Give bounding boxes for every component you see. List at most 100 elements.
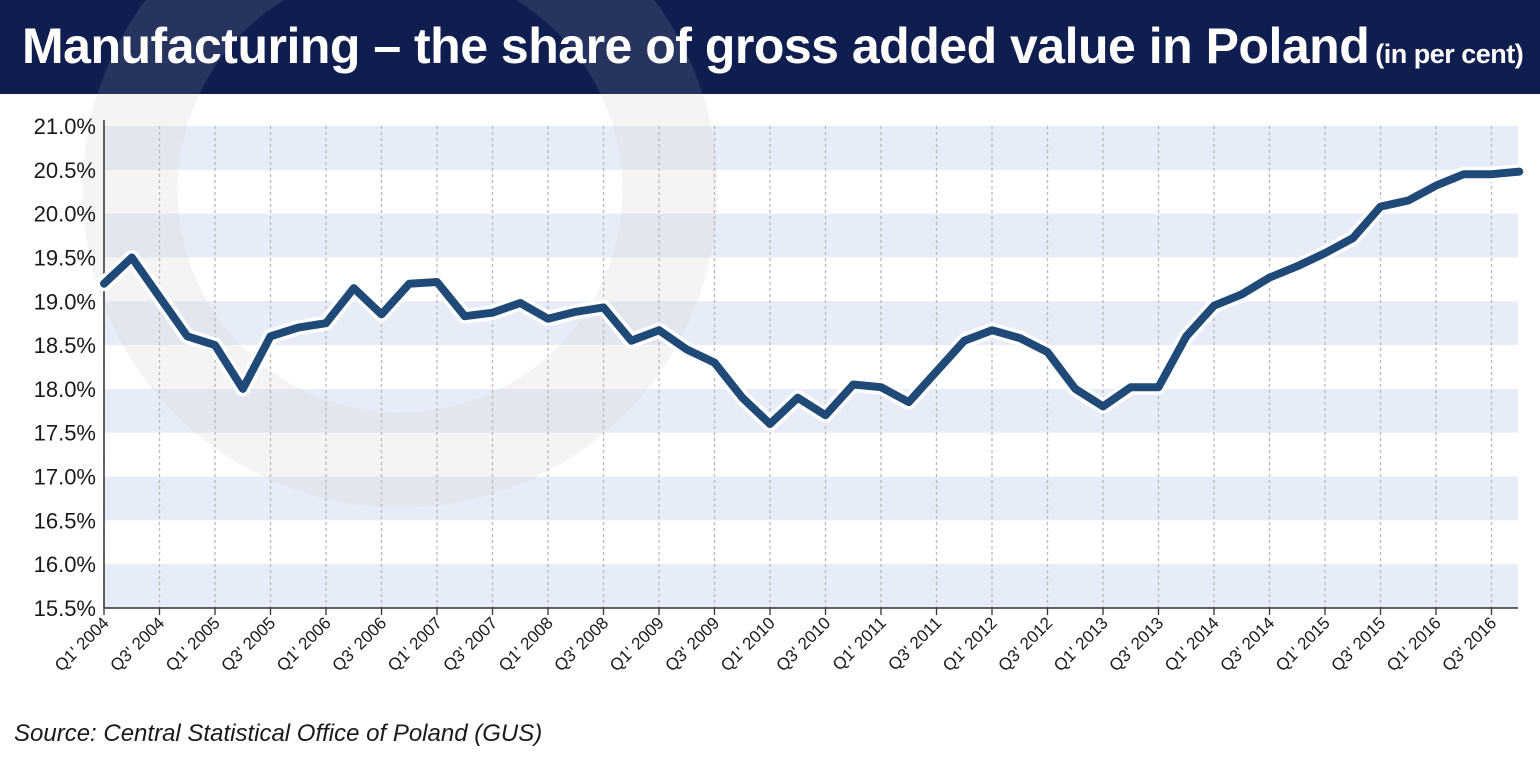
x-tick-label: Q3' 2010	[772, 613, 834, 675]
data-point	[683, 345, 691, 354]
data-point	[766, 420, 774, 428]
data-point	[350, 284, 358, 292]
line-chart: 15.5% 16.0% 16.5% 17.0% 17.5% 18.0% 18.5% 19.0%…	[34, 94, 1527, 675]
background-watermark	[82, 94, 718, 508]
data-point	[738, 394, 746, 402]
x-tick-label: Q3' 2016	[1438, 613, 1500, 675]
data-point	[710, 359, 719, 367]
y-tick-label: 18.0%	[34, 377, 96, 402]
data-point	[1210, 302, 1218, 310]
data-point	[183, 332, 191, 340]
x-tick-label: Q1' 2014	[1161, 613, 1223, 675]
x-tick-label: Q3' 2005	[217, 613, 279, 675]
x-tick-label: Q3' 2007	[439, 613, 501, 675]
y-tick-label: 19.0%	[34, 289, 96, 314]
y-tick-label: 19.5%	[34, 245, 96, 270]
y-tick-label: 16.0%	[34, 552, 96, 577]
x-tick-label: Q3' 2006	[328, 613, 390, 675]
data-point	[488, 309, 497, 317]
data-point	[627, 337, 635, 345]
data-point	[405, 280, 413, 288]
series-line-halo	[96, 164, 1527, 432]
data-point	[1099, 402, 1107, 411]
x-tick-label: Q1' 2005	[162, 613, 224, 675]
background-bands	[104, 126, 1518, 608]
data-point	[1321, 249, 1329, 257]
data-point	[599, 303, 608, 312]
y-tick-label: 20.5%	[34, 158, 96, 183]
data-point	[322, 319, 330, 327]
data-point	[1376, 203, 1385, 211]
title-bar: Manufacturing – the share of gross added…	[0, 0, 1540, 94]
data-point	[655, 326, 663, 334]
data-point	[932, 367, 941, 375]
data-point	[1460, 170, 1468, 178]
data-point	[794, 394, 802, 402]
chart-title-unit: (in per cent)	[1375, 39, 1524, 69]
data-point	[461, 312, 469, 320]
x-tick-label: Q3' 2013	[1105, 613, 1167, 675]
data-point	[1349, 234, 1357, 242]
data-point	[1265, 274, 1274, 282]
x-tick-label: Q1' 2011	[829, 613, 890, 674]
x-tick-label: Q3' 2012	[994, 613, 1056, 675]
x-tick-label: Q1' 2008	[495, 613, 557, 675]
chart-title-main: Manufacturing – the share of gross added…	[22, 18, 1370, 74]
series-points	[100, 167, 1523, 428]
data-point	[294, 323, 302, 332]
x-tick-label: Q3' 2008	[550, 613, 612, 675]
data-point	[377, 310, 386, 319]
data-point	[572, 308, 580, 316]
x-tick-label: Q3' 2011	[884, 613, 945, 674]
x-tick-label: Q1' 2012	[939, 613, 1001, 675]
y-tick-label: 18.5%	[34, 333, 96, 358]
x-tick-label: Q1' 2007	[384, 613, 446, 675]
data-point	[100, 280, 108, 288]
x-tick-label: Q3' 2014	[1216, 613, 1278, 675]
data-point	[544, 315, 552, 323]
data-point	[1293, 262, 1301, 270]
y-tick-label: 21.0%	[34, 114, 96, 139]
data-point	[960, 337, 968, 345]
data-point	[988, 326, 996, 334]
data-point	[211, 341, 219, 349]
x-tick-label: Q1' 2004	[51, 613, 113, 675]
data-point	[1016, 334, 1024, 342]
data-point	[1404, 196, 1412, 205]
gridband	[104, 126, 1518, 170]
data-point	[1432, 181, 1440, 190]
data-point	[1515, 167, 1523, 176]
data-point	[1127, 383, 1135, 391]
data-point	[1487, 170, 1496, 178]
data-point	[1238, 290, 1246, 298]
y-tick-label: 16.5%	[34, 508, 96, 533]
data-point	[1182, 332, 1190, 340]
y-tick-label: 17.0%	[34, 465, 96, 490]
gridband	[104, 564, 1518, 608]
x-tick-label: Q1' 2015	[1272, 613, 1334, 675]
axes	[103, 120, 1518, 615]
y-tick-label: 17.5%	[34, 421, 96, 446]
gridband	[104, 213, 1518, 258]
series-line	[100, 167, 1524, 428]
y-axis-tick-labels: 15.5% 16.0% 16.5% 17.0% 17.5% 18.0% 18.5% 19.0%…	[34, 114, 96, 621]
source-note: Source: Central Statistical Office of Po…	[14, 720, 543, 747]
x-tick-label: Q3' 2009	[661, 613, 723, 675]
x-tick-label: Q1' 2009	[606, 613, 668, 675]
series-group	[96, 164, 1527, 432]
gridband	[104, 476, 1518, 521]
vertical-gridlines	[103, 126, 1493, 608]
data-point	[1043, 348, 1052, 356]
data-point	[266, 332, 275, 340]
data-point	[905, 398, 913, 406]
data-point	[849, 380, 857, 389]
x-tick-label: Q3' 2004	[106, 613, 168, 675]
x-tick-label: Q1' 2013	[1050, 613, 1112, 675]
data-point	[239, 385, 247, 393]
x-tick-label: Q3' 2015	[1327, 613, 1389, 675]
data-point	[877, 383, 885, 391]
chart-title: Manufacturing – the share of gross added…	[22, 14, 1524, 86]
data-point	[433, 278, 441, 286]
x-tick-label: Q1' 2016	[1383, 613, 1445, 675]
